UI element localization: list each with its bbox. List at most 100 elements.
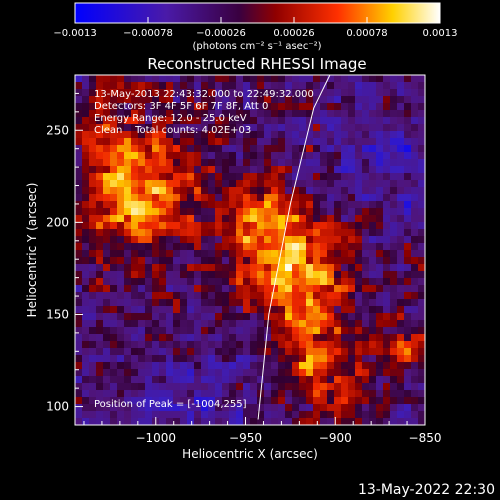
heatmap-cell	[187, 173, 194, 180]
heatmap-cell	[404, 271, 411, 278]
heatmap-cell	[103, 110, 110, 117]
heatmap-cell	[152, 215, 159, 222]
heatmap-cell	[124, 89, 131, 96]
heatmap-cell	[411, 166, 418, 173]
heatmap-cell	[383, 208, 390, 215]
heatmap-cell	[313, 313, 320, 320]
heatmap-cell	[390, 404, 397, 411]
heatmap-cell	[292, 103, 299, 110]
heatmap-cell	[411, 194, 418, 201]
heatmap-cell	[411, 397, 418, 404]
heatmap-cell	[131, 278, 138, 285]
heatmap-cell	[334, 383, 341, 390]
heatmap-cell	[250, 418, 257, 425]
heatmap-cell	[138, 327, 145, 334]
heatmap-cell	[159, 110, 166, 117]
heatmap-cell	[404, 187, 411, 194]
heatmap-cell	[418, 250, 425, 257]
heatmap-cell	[383, 397, 390, 404]
heatmap-cell	[306, 96, 313, 103]
heatmap-cell	[201, 236, 208, 243]
heatmap-cell	[348, 117, 355, 124]
heatmap-cell	[75, 194, 82, 201]
heatmap-cell	[243, 383, 250, 390]
colorbar-tick-label: 0.00026	[273, 28, 314, 39]
heatmap-cell	[243, 376, 250, 383]
heatmap-cell	[131, 397, 138, 404]
heatmap-cell	[229, 222, 236, 229]
heatmap-cell	[124, 264, 131, 271]
y-tick-label: 100	[46, 400, 69, 414]
heatmap-cell	[159, 390, 166, 397]
heatmap-cell	[236, 313, 243, 320]
heatmap-cell	[159, 285, 166, 292]
heatmap-cell	[376, 152, 383, 159]
heatmap-cell	[138, 411, 145, 418]
heatmap-cell	[250, 250, 257, 257]
heatmap-cell	[187, 250, 194, 257]
heatmap-cell	[278, 180, 285, 187]
heatmap-cell	[180, 159, 187, 166]
heatmap-cell	[229, 257, 236, 264]
heatmap-cell	[250, 292, 257, 299]
heatmap-cell	[411, 404, 418, 411]
heatmap-cell	[222, 222, 229, 229]
heatmap-cell	[124, 271, 131, 278]
heatmap-cell	[334, 369, 341, 376]
heatmap-cell	[215, 103, 222, 110]
heatmap-cell	[166, 257, 173, 264]
heatmap-cell	[243, 292, 250, 299]
heatmap-cell	[89, 418, 96, 425]
heatmap-cell	[187, 89, 194, 96]
heatmap-cell	[159, 320, 166, 327]
heatmap-cell	[418, 271, 425, 278]
heatmap-cell	[89, 187, 96, 194]
heatmap-cell	[264, 173, 271, 180]
heatmap-cell	[187, 103, 194, 110]
heatmap-cell	[369, 180, 376, 187]
heatmap-cell	[229, 299, 236, 306]
heatmap-cell	[264, 411, 271, 418]
heatmap-cell	[250, 82, 257, 89]
heatmap-cell	[278, 257, 285, 264]
heatmap-cell	[327, 299, 334, 306]
heatmap-cell	[159, 397, 166, 404]
heatmap-cell	[215, 138, 222, 145]
heatmap-cell	[152, 82, 159, 89]
heatmap-cell	[257, 229, 264, 236]
heatmap-cell	[236, 138, 243, 145]
heatmap-cell	[362, 82, 369, 89]
heatmap-cell	[341, 362, 348, 369]
heatmap-cell	[117, 236, 124, 243]
heatmap-cell	[124, 292, 131, 299]
heatmap-cell	[404, 194, 411, 201]
heatmap-cell	[159, 152, 166, 159]
heatmap-cell	[243, 257, 250, 264]
heatmap-cell	[355, 89, 362, 96]
heatmap-cell	[236, 341, 243, 348]
heatmap-cell	[208, 187, 215, 194]
heatmap-cell	[117, 285, 124, 292]
heatmap-cell	[334, 75, 341, 82]
heatmap-cell	[82, 166, 89, 173]
heatmap-cell	[187, 145, 194, 152]
heatmap-cell	[180, 362, 187, 369]
heatmap-cell	[320, 264, 327, 271]
heatmap-cell	[250, 236, 257, 243]
heatmap-cell	[103, 341, 110, 348]
colorbar-tick-label: 0.00078	[346, 28, 387, 39]
heatmap-cell	[306, 180, 313, 187]
heatmap-cell	[411, 320, 418, 327]
heatmap-cell	[117, 271, 124, 278]
heatmap-cell	[131, 334, 138, 341]
heatmap-cell	[327, 362, 334, 369]
heatmap-cell	[306, 117, 313, 124]
heatmap-cell	[348, 173, 355, 180]
heatmap-cell	[397, 404, 404, 411]
heatmap-cell	[397, 166, 404, 173]
heatmap-cell	[96, 89, 103, 96]
heatmap-cell	[96, 173, 103, 180]
heatmap-cell	[222, 264, 229, 271]
heatmap-cell	[89, 404, 96, 411]
heatmap-cell	[124, 243, 131, 250]
